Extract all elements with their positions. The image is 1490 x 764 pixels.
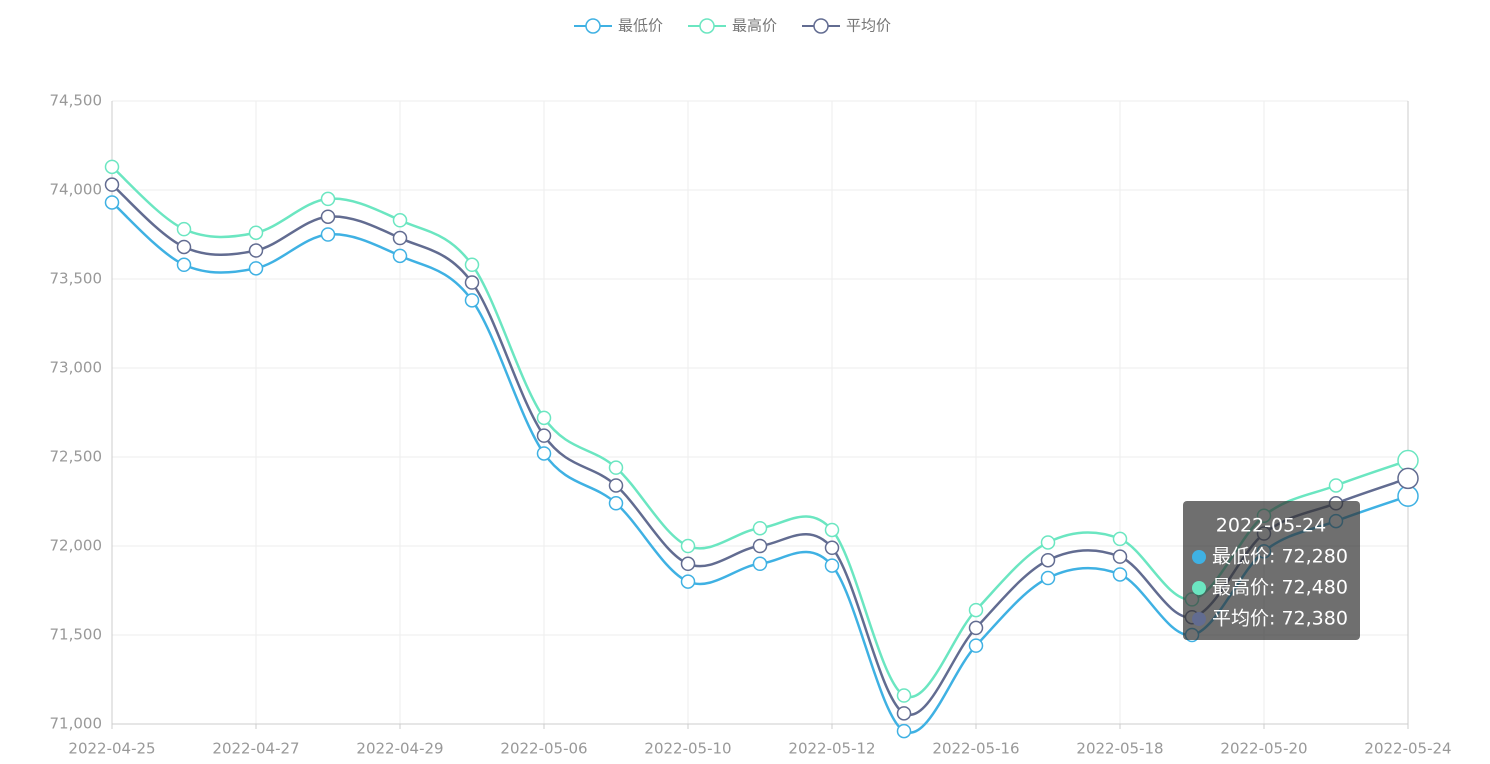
y-tick-label: 73,500 — [50, 270, 103, 288]
data-point — [176, 221, 192, 237]
data-point — [176, 257, 192, 273]
data-point — [752, 556, 768, 572]
data-point — [1040, 570, 1056, 586]
data-point — [392, 213, 408, 228]
x-tick-label: 2022-05-06 — [500, 740, 587, 758]
legend-icon — [585, 18, 601, 34]
tooltip-dot — [1192, 550, 1206, 564]
data-point — [608, 496, 624, 511]
data-point — [968, 602, 984, 618]
y-tick-label: 74,500 — [50, 92, 103, 110]
tooltip-box — [1183, 501, 1360, 640]
x-tick-label: 2022-05-16 — [932, 740, 1019, 758]
data-point — [320, 209, 336, 224]
data-point — [1112, 531, 1128, 547]
data-point — [752, 538, 768, 554]
y-tick-label: 72,500 — [50, 448, 103, 466]
x-tick-label: 2022-04-27 — [212, 740, 299, 758]
tooltip-line: 平均价: 72,380 — [1212, 608, 1348, 630]
data-point — [464, 275, 480, 290]
legend-icon — [813, 18, 829, 34]
data-point — [608, 478, 624, 493]
data-point — [320, 191, 336, 207]
data-point — [248, 261, 264, 276]
data-point — [464, 257, 480, 273]
y-tick-label: 72,000 — [50, 537, 103, 555]
data-point — [536, 446, 552, 461]
legend-label: 最低价 — [618, 17, 663, 35]
data-point — [392, 230, 408, 246]
tooltip-dot — [1192, 581, 1206, 595]
data-point — [1328, 478, 1344, 493]
data-point — [896, 723, 912, 739]
data-point — [1397, 449, 1419, 472]
x-tick-label: 2022-04-25 — [68, 740, 155, 758]
y-tick-label: 73,000 — [50, 359, 103, 377]
x-tick-label: 2022-04-29 — [356, 740, 443, 758]
tooltip-title: 2022-05-24 — [1216, 515, 1326, 537]
data-point — [968, 620, 984, 636]
data-point — [968, 638, 984, 653]
data-point — [1112, 549, 1128, 564]
data-point — [680, 538, 696, 554]
data-point — [824, 558, 840, 573]
data-point — [248, 225, 264, 240]
data-point — [824, 522, 840, 538]
data-point — [104, 159, 120, 175]
legend-label: 平均价 — [846, 17, 891, 35]
data-point — [248, 243, 264, 258]
x-tick-label: 2022-05-24 — [1364, 740, 1451, 758]
data-point — [536, 428, 552, 443]
data-point — [680, 556, 696, 572]
data-point — [1112, 567, 1128, 582]
data-point — [104, 177, 120, 192]
tooltip-dot — [1192, 612, 1206, 626]
data-point — [608, 460, 624, 475]
data-point — [1397, 485, 1419, 507]
y-tick-label: 71,500 — [50, 626, 103, 644]
data-point — [680, 574, 696, 589]
series-line — [111, 201, 1409, 734]
legend-icon — [699, 18, 715, 34]
tooltip-line: 最低价: 72,280 — [1212, 546, 1348, 568]
data-point — [104, 195, 120, 210]
tooltip-line: 最高价: 72,480 — [1212, 577, 1348, 599]
tooltip: 2022-05-24 最低价: 72,280 最高价: 72,480 平均价: 72,… — [1183, 501, 1360, 640]
data-point — [752, 520, 768, 536]
data-point — [536, 410, 552, 426]
x-tick-label: 2022-05-20 — [1220, 740, 1307, 758]
data-point — [896, 706, 912, 721]
data-point — [176, 239, 192, 255]
data-point — [392, 248, 408, 264]
x-tick-label: 2022-05-18 — [1076, 740, 1163, 758]
legend-label: 最高价 — [732, 17, 777, 35]
y-tick-label: 74,000 — [50, 181, 103, 199]
data-point — [1397, 467, 1419, 490]
x-tick-label: 2022-05-10 — [644, 740, 731, 758]
data-point — [320, 227, 336, 242]
data-point — [1040, 552, 1056, 568]
data-point — [1040, 535, 1056, 550]
data-point — [824, 540, 840, 556]
x-tick-label: 2022-05-12 — [788, 740, 875, 758]
y-tick-label: 71,000 — [50, 715, 103, 733]
data-point — [896, 688, 912, 703]
data-point — [464, 293, 480, 308]
